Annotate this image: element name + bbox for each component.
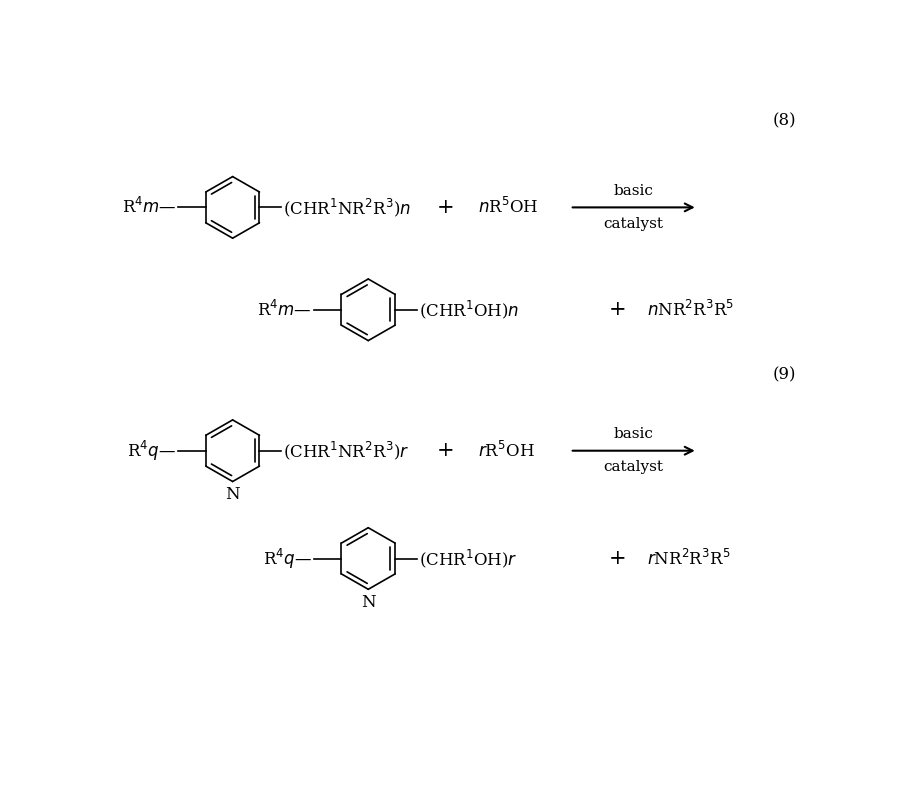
Text: N: N xyxy=(225,486,240,503)
Text: R$^4$$m$—: R$^4$$m$— xyxy=(122,197,176,217)
Text: +: + xyxy=(609,549,626,568)
Text: +: + xyxy=(436,198,454,217)
Text: R$^4$$q$—: R$^4$$q$— xyxy=(127,439,176,463)
Text: catalyst: catalyst xyxy=(604,217,663,231)
Text: N: N xyxy=(361,594,375,611)
Text: basic: basic xyxy=(614,428,653,441)
Text: R$^4$$q$—: R$^4$$q$— xyxy=(263,546,311,571)
Text: (CHR$^1$OH)$n$: (CHR$^1$OH)$n$ xyxy=(419,298,519,321)
Text: basic: basic xyxy=(614,184,653,198)
Text: $n$R$^5$OH: $n$R$^5$OH xyxy=(478,197,539,217)
Text: +: + xyxy=(609,301,626,319)
Text: $n$NR$^2$R$^3$R$^5$: $n$NR$^2$R$^3$R$^5$ xyxy=(647,300,734,319)
Text: (CHR$^1$OH)$r$: (CHR$^1$OH)$r$ xyxy=(419,547,518,570)
Text: $r$NR$^2$R$^3$R$^5$: $r$NR$^2$R$^3$R$^5$ xyxy=(647,549,731,568)
Text: +: + xyxy=(436,441,454,460)
Text: $r$R$^5$OH: $r$R$^5$OH xyxy=(478,440,535,461)
Text: (CHR$^1$NR$^2$R$^3$)$r$: (CHR$^1$NR$^2$R$^3$)$r$ xyxy=(284,440,410,462)
Text: catalyst: catalyst xyxy=(604,460,663,474)
Text: (9): (9) xyxy=(772,366,796,383)
Text: R$^4$$m$—: R$^4$$m$— xyxy=(257,300,311,319)
Text: (CHR$^1$NR$^2$R$^3$)$n$: (CHR$^1$NR$^2$R$^3$)$n$ xyxy=(284,196,411,218)
Text: (8): (8) xyxy=(772,112,796,129)
